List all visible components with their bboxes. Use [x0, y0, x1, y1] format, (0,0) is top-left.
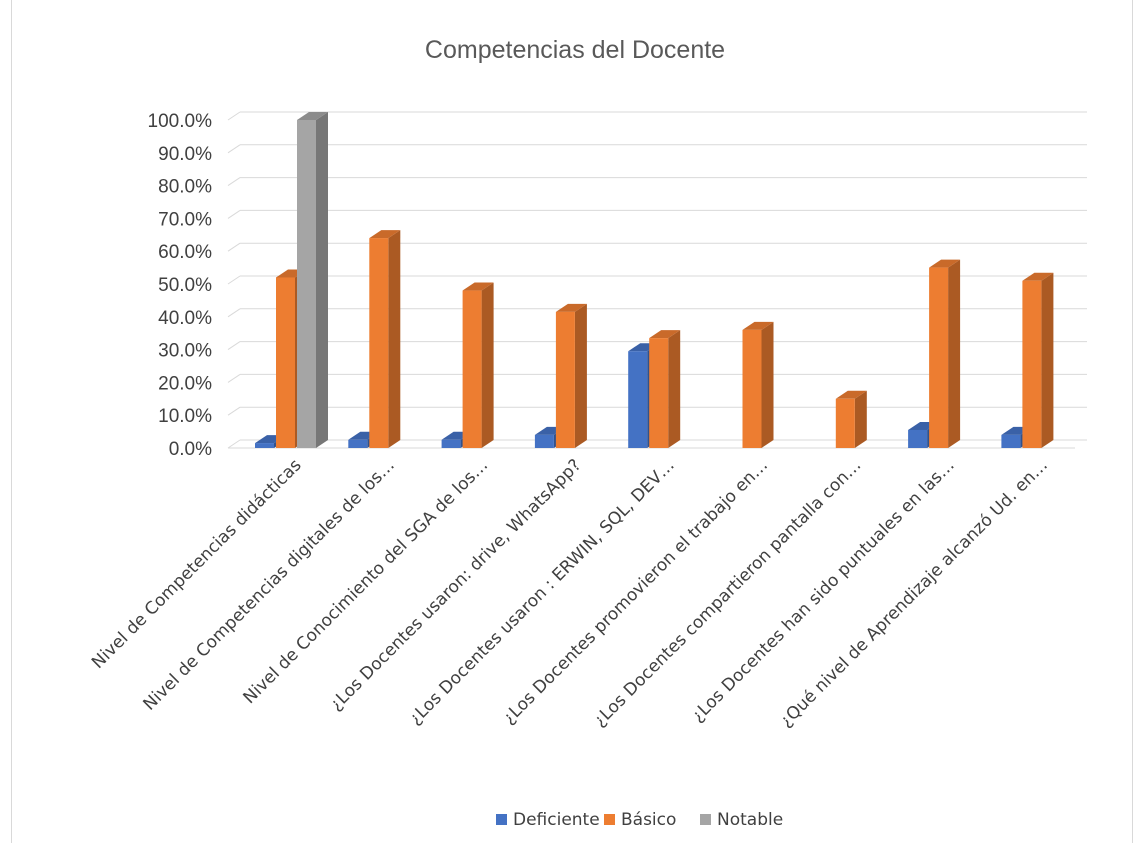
bar-front — [297, 120, 316, 448]
bar-front — [255, 443, 274, 448]
y-axis-ticks: 0.0% 10.0% 20.0% 30.0% 40.0% 50.0% 60.0% 70.0% 8… — [148, 111, 213, 460]
gridline-depth — [227, 439, 241, 449]
bar-side — [854, 390, 867, 448]
bar-básico-5 — [649, 330, 681, 448]
bar-front — [348, 439, 368, 448]
gridline-depth — [227, 209, 241, 219]
gridline-depth — [227, 406, 241, 416]
bar-side — [948, 259, 961, 448]
y-tick-label: 80.0% — [158, 177, 212, 198]
gridline-depth — [227, 242, 241, 252]
bar-básico-4 — [555, 303, 587, 448]
bar-básico-6 — [742, 321, 774, 448]
legend-swatch — [604, 814, 615, 825]
bar-básico-3 — [462, 282, 494, 448]
y-tick-label: 20.0% — [158, 373, 212, 394]
legend-swatch — [496, 814, 507, 825]
bar-front — [462, 290, 482, 448]
bar-top — [742, 321, 774, 330]
gridline-depth — [227, 341, 241, 351]
y-tick-label: 10.0% — [158, 406, 212, 427]
bar-básico-9 — [1022, 272, 1054, 448]
bar-top — [369, 230, 401, 239]
legend-label: Deficiente — [513, 810, 600, 830]
bar-front — [649, 338, 669, 448]
bar-side — [574, 303, 587, 448]
bars — [255, 112, 1054, 448]
bar-básico-7 — [835, 390, 867, 448]
gridline-depth — [227, 308, 241, 318]
bar-top — [835, 390, 867, 399]
bar-side — [1041, 272, 1054, 448]
bar-front — [1001, 434, 1021, 448]
bar-side — [388, 230, 401, 448]
y-tick-label: 0.0% — [169, 439, 212, 460]
bar-front — [369, 238, 389, 448]
bar-front — [276, 277, 295, 448]
bar-top — [1022, 272, 1054, 281]
bar-side — [316, 112, 328, 448]
bar-top — [462, 282, 494, 291]
legend-swatch — [700, 814, 711, 825]
y-tick-label: 100.0% — [148, 111, 213, 132]
bar-front — [742, 329, 762, 448]
bar-side — [481, 282, 494, 448]
y-tick-label: 40.0% — [158, 308, 212, 329]
bar-básico-2 — [369, 230, 401, 448]
bar-top — [297, 112, 328, 120]
legend-item-básico: Básico — [604, 810, 676, 830]
bar-básico-8 — [929, 259, 961, 448]
y-tick-label: 90.0% — [158, 144, 212, 165]
gridline-depth — [227, 144, 241, 154]
gridline-depth — [227, 111, 241, 121]
x-tick-label: Nivel de Competencias didácticas — [88, 455, 306, 673]
gridline-depth — [227, 177, 241, 187]
bar-side — [668, 330, 681, 448]
gridline-depth — [227, 275, 241, 285]
gridline-depth — [227, 373, 241, 383]
bar-top — [555, 303, 587, 312]
y-tick-label: 60.0% — [158, 242, 212, 263]
bar-front — [908, 429, 928, 448]
legend-item-notable: Notable — [700, 810, 783, 830]
bar-front — [534, 434, 554, 448]
legend-item-deficiente: Deficiente — [496, 810, 600, 830]
chart-title: Competencias del Docente — [425, 36, 725, 64]
bar-top — [649, 330, 681, 339]
y-tick-label: 30.0% — [158, 341, 212, 362]
bar-front — [929, 267, 949, 448]
bar-top — [929, 259, 961, 268]
bar-front — [441, 439, 461, 448]
bar-notable-1 — [297, 112, 328, 448]
bar-front — [555, 311, 575, 448]
bar-front — [1022, 280, 1042, 448]
legend-label: Básico — [621, 810, 676, 830]
bar-front — [835, 398, 855, 448]
bar-side — [761, 321, 774, 448]
legend: Deficiente Básico Notable — [496, 810, 783, 830]
y-tick-label: 50.0% — [158, 275, 212, 296]
bar-front — [628, 351, 648, 448]
legend-label: Notable — [717, 810, 783, 830]
y-tick-label: 70.0% — [158, 209, 212, 230]
